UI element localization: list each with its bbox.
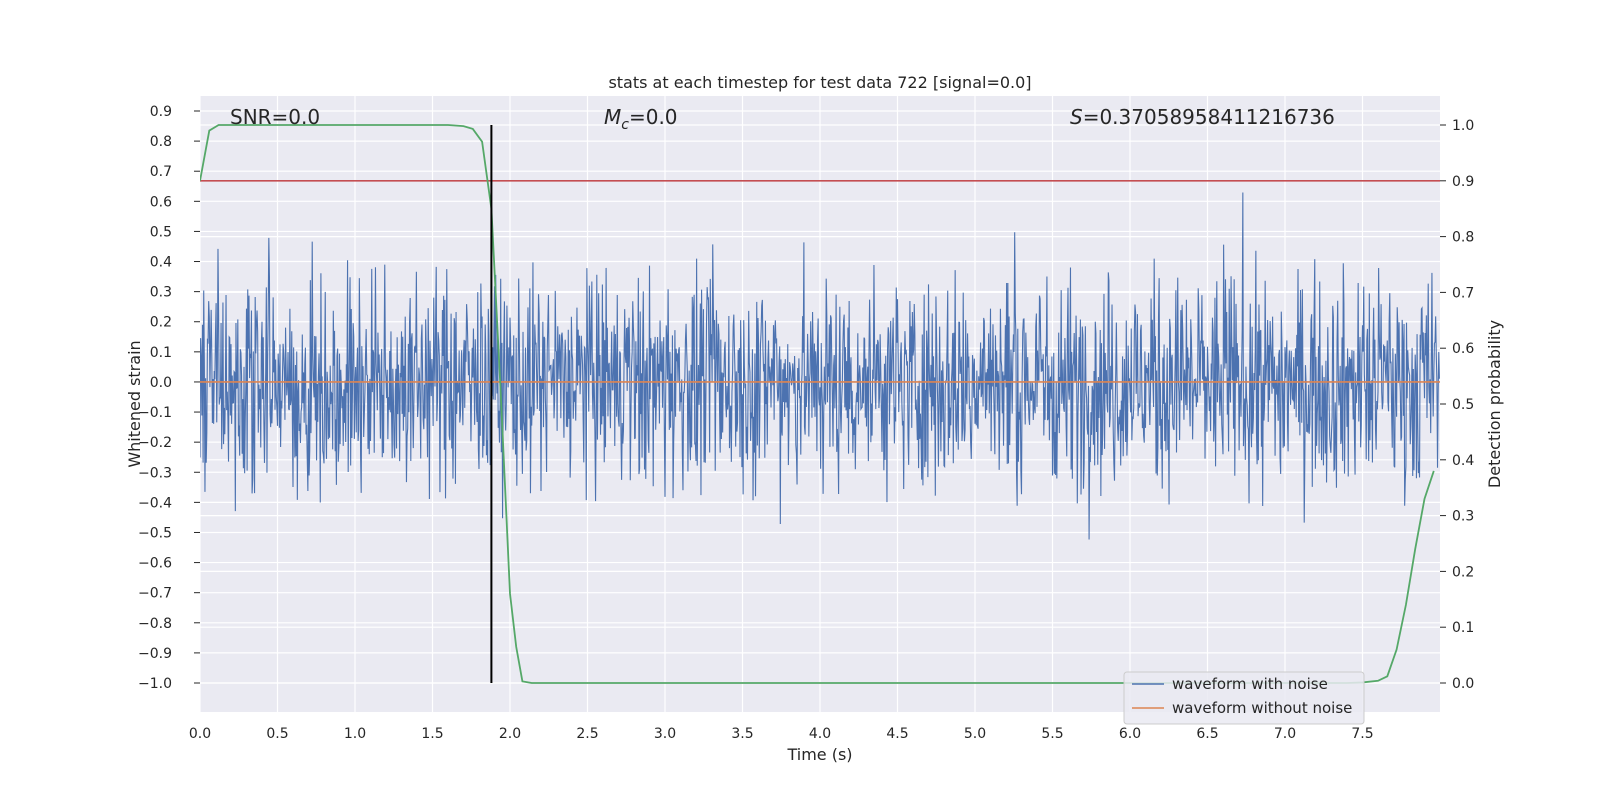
chirp-mass-subscript: c <box>621 117 629 133</box>
y-left-tick-label: 0.8 <box>150 134 172 150</box>
y-left-tick-label: 0.4 <box>150 255 172 271</box>
y-right-tick-label: 0.5 <box>1452 397 1474 413</box>
x-tick-label: 1.0 <box>344 726 366 742</box>
y-left-tick-label: 0.7 <box>150 164 172 180</box>
y-left-tick-label: −0.5 <box>138 525 172 541</box>
snr-annotation: SNR=0.0 <box>230 105 320 129</box>
y-left-tick-label: −0.7 <box>138 586 172 602</box>
y-right-tick-label: 0.6 <box>1452 341 1474 357</box>
x-tick-label: 6.0 <box>1119 726 1141 742</box>
s-symbol: S <box>1070 105 1083 129</box>
x-tick-label: 0.0 <box>189 726 211 742</box>
chirp-mass-annotation: Mc=0.0 <box>604 105 678 133</box>
y-right-tick-label: 0.0 <box>1452 676 1474 692</box>
x-tick-label: 4.0 <box>809 726 831 742</box>
chirp-mass-symbol: M <box>604 105 621 129</box>
y-axis-label-left: Whitened strain <box>125 340 144 467</box>
series-waveform-with-noise <box>200 192 1440 540</box>
x-tick-label: 6.5 <box>1196 726 1218 742</box>
y-left-tick-label: 0.9 <box>150 104 172 120</box>
x-tick-label: 0.5 <box>266 726 288 742</box>
y-right-tick-label: 0.9 <box>1452 174 1474 190</box>
x-axis-label: Time (s) <box>786 745 852 764</box>
legend: waveform with noise waveform without noi… <box>1123 671 1365 725</box>
x-tick-label: 3.5 <box>731 726 753 742</box>
y-right-tick-label: 0.2 <box>1452 564 1474 580</box>
x-tick-label: 7.0 <box>1274 726 1296 742</box>
x-tick-label: 1.5 <box>421 726 443 742</box>
legend-label-noise: waveform with noise <box>1172 675 1328 693</box>
x-tick-label: 3.0 <box>654 726 676 742</box>
y-right-tick-label: 0.4 <box>1452 453 1474 469</box>
y-right-tick-label: 0.7 <box>1452 285 1474 301</box>
x-tick-label: 7.5 <box>1351 726 1373 742</box>
y-left-tick-label: 0.0 <box>150 375 172 391</box>
y-left-tick-label: −0.6 <box>138 556 172 572</box>
y-axis-label-right: Detection probability <box>1485 320 1504 488</box>
x-tick-label: 5.5 <box>1041 726 1063 742</box>
y-right-tick-label: 0.3 <box>1452 509 1474 525</box>
y-left-tick-label: 0.5 <box>150 224 172 240</box>
x-tick-label: 4.5 <box>886 726 908 742</box>
y-right-tick-label: 0.8 <box>1452 230 1474 246</box>
y-left-tick-label: −0.3 <box>138 465 172 481</box>
y-left-tick-label: 0.1 <box>150 345 172 361</box>
y-right-tick-label: 1.0 <box>1452 118 1474 134</box>
y-left-tick-label: −0.8 <box>138 616 172 632</box>
chirp-mass-value: =0.0 <box>629 105 678 129</box>
y-left-tick-label: −0.1 <box>138 405 172 421</box>
y-right-tick-label: 0.1 <box>1452 620 1474 636</box>
legend-box <box>1123 671 1365 725</box>
data-layer <box>200 124 1440 684</box>
legend-label-clean: waveform without noise <box>1172 699 1352 717</box>
chart-title: stats at each timestep for test data 722… <box>608 73 1031 92</box>
x-tick-label: 2.5 <box>576 726 598 742</box>
y-left-tick-label: 0.2 <box>150 315 172 331</box>
y-left-tick-label: −0.2 <box>138 435 172 451</box>
x-tick-label: 5.0 <box>964 726 986 742</box>
y-left-tick-label: −1.0 <box>138 676 172 692</box>
series-detection-probability <box>200 124 1435 684</box>
s-value: =0.37058958411216736 <box>1083 105 1335 129</box>
s-annotation: S=0.37058958411216736 <box>1070 105 1335 129</box>
x-tick-label: 2.0 <box>499 726 521 742</box>
y-left-tick-label: −0.4 <box>138 495 172 511</box>
y-left-tick-label: 0.3 <box>150 285 172 301</box>
y-left-tick-label: −0.9 <box>138 646 172 662</box>
axes: 0.0 0.5 1.0 1.5 2.0 2.5 3.0 3.5 4.0 4.5 5.0 5.5 6.0 6… <box>138 104 1474 742</box>
y-left-tick-label: 0.6 <box>150 194 172 210</box>
